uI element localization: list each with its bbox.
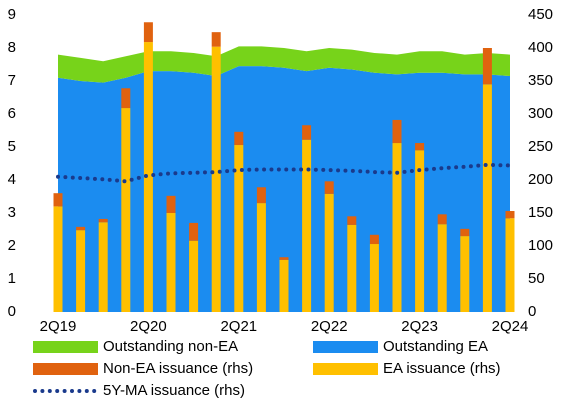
y-tick-label: 8 <box>8 39 16 56</box>
bar <box>211 46 221 313</box>
bar <box>189 222 199 241</box>
bar <box>53 206 63 312</box>
bar <box>324 193 334 312</box>
bar <box>234 131 244 146</box>
y2-tick-label: 300 <box>528 105 553 122</box>
bar <box>392 119 402 144</box>
bar <box>256 203 266 312</box>
bar <box>256 187 266 204</box>
bar <box>415 150 425 312</box>
y2-tick-label: 0 <box>528 303 536 320</box>
y-tick-label: 0 <box>8 303 16 320</box>
legend-label: 5Y-MA issuance (rhs) <box>103 382 245 399</box>
bar <box>143 22 153 43</box>
legend-swatch <box>313 341 378 353</box>
bar <box>234 145 244 312</box>
bar <box>369 234 379 245</box>
y2-tick-label: 350 <box>528 72 553 89</box>
x-tick-label: 2Q20 <box>130 318 167 335</box>
x-tick-label: 2Q22 <box>311 318 348 335</box>
bar <box>189 240 199 312</box>
y-tick-label: 6 <box>8 105 16 122</box>
y2-tick-label: 50 <box>528 270 545 287</box>
y-tick-label: 1 <box>8 270 16 287</box>
y2-tick-label: 250 <box>528 138 553 155</box>
y2-tick-label: 200 <box>528 171 553 188</box>
bar <box>143 42 153 313</box>
y-tick-label: 2 <box>8 237 16 254</box>
bar <box>98 222 108 312</box>
bar <box>98 218 108 223</box>
y-tick-label: 9 <box>8 6 16 23</box>
bar <box>302 125 312 140</box>
bar <box>369 244 379 312</box>
bar <box>437 214 447 225</box>
y2-tick-label: 400 <box>528 39 553 56</box>
bar <box>279 259 289 312</box>
bar <box>324 181 334 194</box>
bar <box>347 216 357 225</box>
bar <box>505 218 515 312</box>
y-tick-label: 5 <box>8 138 16 155</box>
bar <box>347 224 357 312</box>
y-tick-label: 4 <box>8 171 16 188</box>
legend-swatch <box>313 363 378 375</box>
bar <box>460 236 470 312</box>
x-tick-label: 2Q21 <box>220 318 257 335</box>
y2-tick-label: 150 <box>528 204 553 221</box>
y-tick-label: 3 <box>8 204 16 221</box>
area <box>58 46 510 83</box>
y2-tick-label: 450 <box>528 6 553 23</box>
y2-tick-label: 100 <box>528 237 553 254</box>
x-tick-label: 2Q23 <box>401 318 438 335</box>
bar <box>279 257 289 260</box>
x-tick-label: 2Q24 <box>492 318 529 335</box>
bar <box>482 48 492 85</box>
bar <box>53 193 63 207</box>
x-tick-label: 2Q19 <box>40 318 77 335</box>
bar <box>166 195 176 213</box>
bar <box>166 213 176 312</box>
bar <box>392 143 402 312</box>
bar <box>460 228 470 237</box>
bar <box>415 143 425 151</box>
legend-swatch <box>33 341 98 353</box>
line <box>56 162 512 184</box>
bar <box>482 84 492 312</box>
bar <box>76 230 86 312</box>
legend-label: Non-EA issuance (rhs) <box>103 360 253 377</box>
bar <box>302 139 312 312</box>
bar <box>76 226 86 231</box>
bar <box>121 88 131 109</box>
bar <box>211 32 221 47</box>
bar <box>505 211 515 219</box>
bar <box>121 108 131 312</box>
bar <box>437 224 447 312</box>
legend-label: Outstanding non-EA <box>103 338 238 355</box>
legend-label: EA issuance (rhs) <box>383 360 501 377</box>
y-tick-label: 7 <box>8 72 16 89</box>
legend-swatch <box>33 363 98 375</box>
legend-label: Outstanding EA <box>383 338 488 355</box>
